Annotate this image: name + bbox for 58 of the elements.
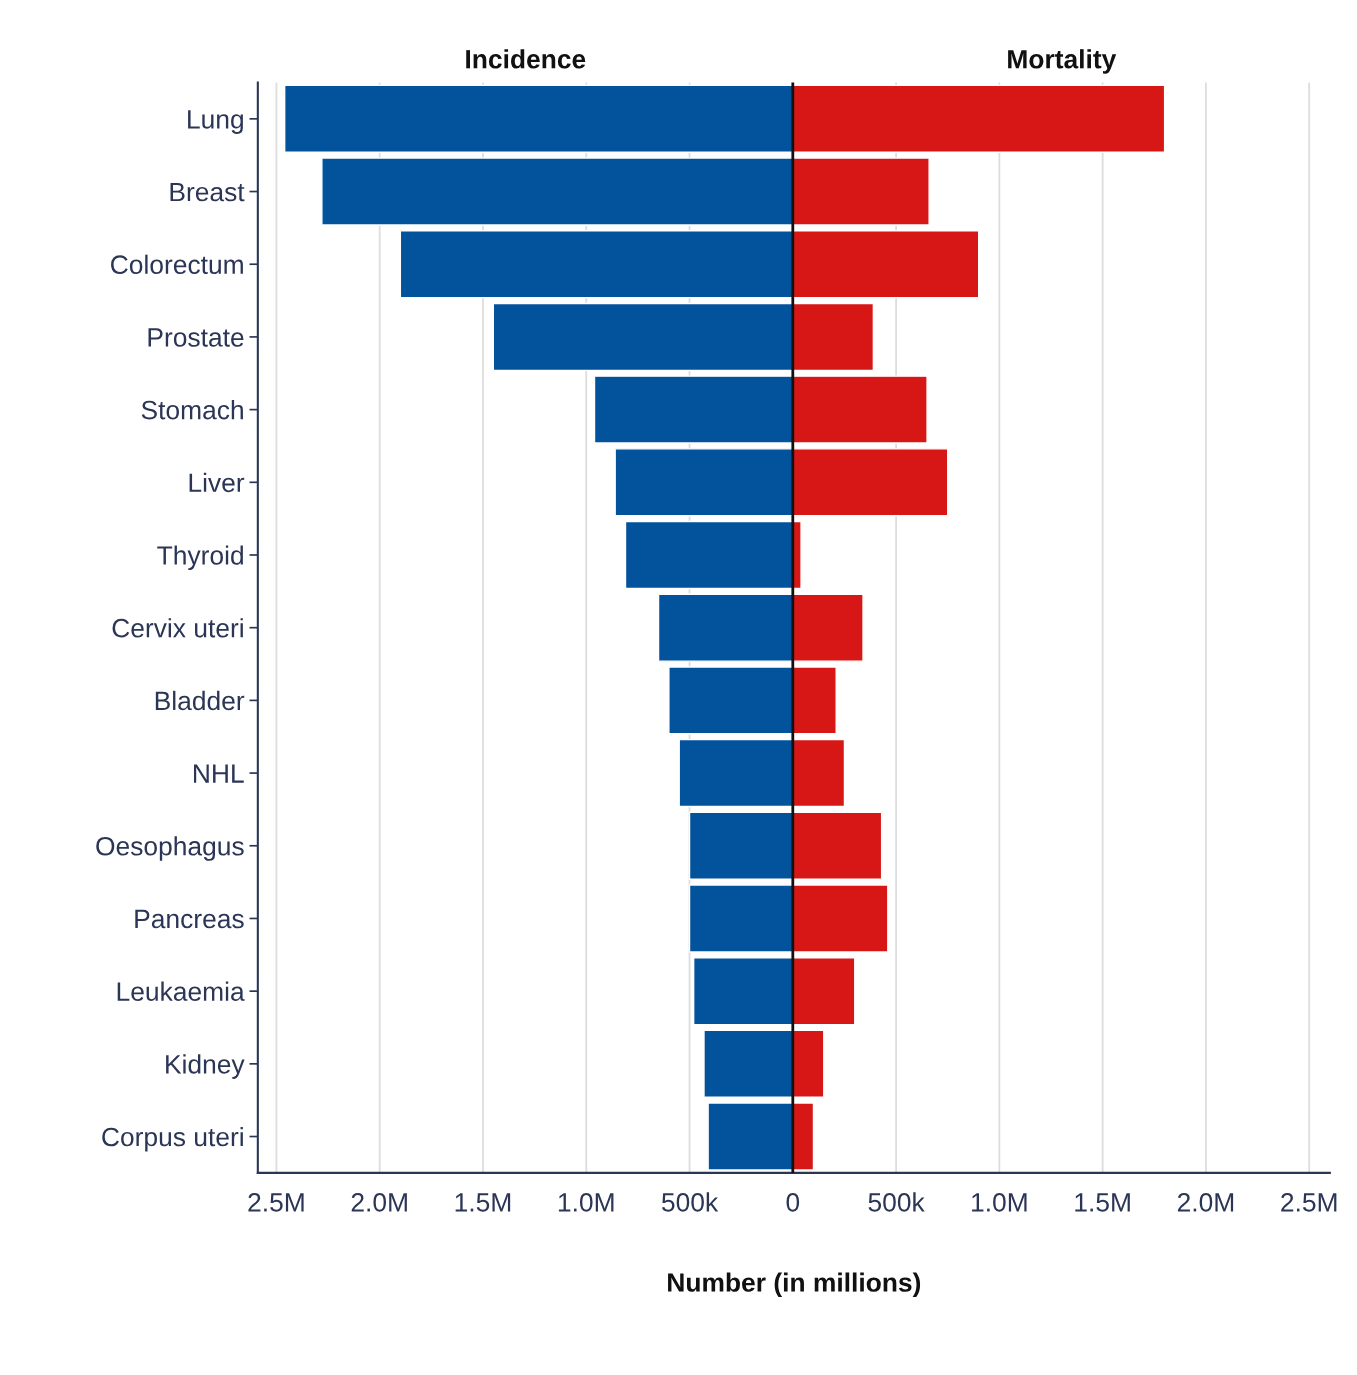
bar (283, 84, 794, 153)
bar (703, 1029, 794, 1098)
x-tick-label: 1.0M (558, 1193, 614, 1212)
x-tick-label: 1.5M (455, 1193, 511, 1212)
bar (792, 375, 928, 444)
series-label: Mortality (1008, 49, 1117, 74)
y-tick-label: Breast (170, 182, 245, 202)
y-tick-label: NHL (194, 764, 244, 783)
bar (792, 957, 856, 1026)
x-tick-label: 1.5M (1075, 1193, 1130, 1212)
y-tick-label: Cervix uteri (112, 618, 243, 638)
x-tick-label: 500k (868, 1192, 925, 1212)
bar (707, 1102, 794, 1171)
bar (792, 884, 889, 953)
bar (688, 811, 794, 880)
series-label: Incidence (466, 49, 586, 69)
bar (792, 84, 1166, 153)
bar (792, 811, 883, 880)
x-axis-title: Number (in millions) (668, 1272, 921, 1298)
x-tick-label: 2.0M (1177, 1193, 1234, 1212)
bar (792, 230, 980, 299)
bar (688, 884, 794, 953)
bar (692, 957, 794, 1026)
bar (668, 666, 794, 735)
y-tick-label: Kidney (166, 1054, 245, 1079)
y-tick-label: Prostate (148, 328, 244, 347)
bar (657, 593, 794, 662)
bar (792, 738, 846, 808)
bar (792, 1102, 815, 1171)
x-tick-label: 2.0M (351, 1193, 407, 1212)
bar (792, 448, 949, 517)
bar (678, 738, 794, 808)
y-tick-label: Oesophagus (96, 836, 244, 861)
y-tick-label: Lung (188, 110, 243, 134)
x-tick-label: 500k (661, 1192, 719, 1212)
bar (321, 157, 794, 226)
y-tick-label: Leukaemia (117, 981, 245, 1001)
bar (792, 1029, 825, 1098)
y-tick-label: Liver (189, 472, 245, 493)
y-tick-label: Colorectum (111, 254, 243, 275)
y-tick-label: Bladder (155, 690, 245, 711)
bar (792, 593, 864, 662)
bar (399, 230, 794, 299)
x-tick-label: 1.0M (972, 1193, 1027, 1212)
bar (792, 302, 875, 372)
y-tick-label: Thyroid (157, 545, 243, 571)
bar (492, 302, 794, 372)
bar (792, 666, 837, 735)
y-tick-label: Corpus uteri (102, 1126, 243, 1152)
bar (624, 520, 794, 590)
x-tick-label: 2.5M (1281, 1193, 1337, 1212)
x-tick-label: 2.5M (248, 1193, 304, 1212)
y-tick-label: Pancreas (135, 909, 244, 929)
y-tick-label: Stomach (141, 400, 243, 420)
bar (614, 448, 794, 517)
bar (593, 375, 794, 444)
x-tick-label: 0 (786, 1193, 800, 1212)
bar (792, 157, 930, 226)
